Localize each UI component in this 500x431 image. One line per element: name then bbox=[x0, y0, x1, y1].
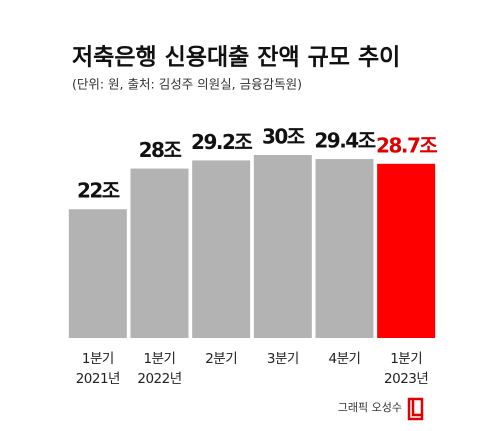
x-tick-label: 3분기 bbox=[267, 351, 299, 367]
value-label: 29.4조 bbox=[314, 129, 375, 153]
value-label: 28조 bbox=[139, 138, 182, 162]
value-label: 22조 bbox=[77, 179, 120, 203]
x-tick-label: 2분기 bbox=[205, 351, 237, 367]
bar bbox=[130, 168, 189, 338]
x-tick-label: 1분기 bbox=[82, 351, 114, 367]
x-tick-label: 1분기 bbox=[390, 351, 422, 367]
x-tick-label: 2023년 bbox=[384, 371, 428, 387]
chart-title: 저축은행 신용대출 잔액 규모 추이 bbox=[72, 45, 400, 71]
value-label: 30조 bbox=[262, 125, 305, 149]
x-tick-label: 4분기 bbox=[329, 351, 361, 367]
bar bbox=[377, 163, 436, 338]
x-tick-label: 2022년 bbox=[137, 371, 181, 387]
value-label: 28.7조 bbox=[376, 133, 437, 157]
bar bbox=[253, 155, 312, 338]
credit: 그래픽 오성수 bbox=[338, 401, 402, 414]
x-tick-label: 2021년 bbox=[76, 371, 120, 387]
logo bbox=[407, 397, 424, 421]
x-tick-label: 1분기 bbox=[144, 351, 176, 367]
value-label: 29.2조 bbox=[191, 130, 252, 154]
chart-subtitle: (단위: 원, 출처: 김성주 의원실, 금융감독원) bbox=[72, 77, 302, 92]
bar bbox=[315, 159, 374, 338]
bar bbox=[192, 160, 251, 338]
bar bbox=[68, 209, 127, 338]
